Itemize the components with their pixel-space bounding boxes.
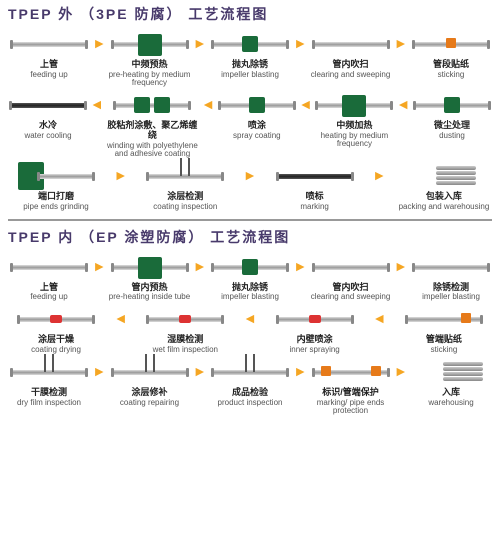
step-spray: 喷涂spray coating xyxy=(217,89,297,140)
step-packing: 包装入库packing and warehousing xyxy=(396,160,492,211)
arrow-icon: ► xyxy=(241,160,259,190)
step-winding: 胶粘剂涂敷、聚乙烯缠绕winding with polyethylene and… xyxy=(106,89,200,158)
title-1: TPEP 外 （3PE 防腐） 工艺流程图 xyxy=(8,4,492,24)
arrow-icon: ► xyxy=(392,356,410,386)
step-inner-spray: 内壁喷涂inner spraying xyxy=(267,303,363,354)
arrow-icon: ◄ xyxy=(297,89,315,119)
arrow-icon: ► xyxy=(112,160,130,190)
s1-row2: 水冷water cooling ◄ 胶粘剂涂敷、聚乙烯缠绕winding wit… xyxy=(8,89,492,158)
step-clear-2: 管内吹扫clearing and sweeping xyxy=(310,251,392,302)
arrow-icon: ◄ xyxy=(199,89,217,119)
arrow-icon: ► xyxy=(90,356,108,386)
arrow-icon: ◄ xyxy=(394,89,412,119)
step-sticking-2: 管端贴纸sticking xyxy=(396,303,492,354)
s2-row2: 涂层干燥coating drying ◄ 湿膜检测wet film inspec… xyxy=(8,303,492,354)
divider xyxy=(8,219,492,221)
step-product-insp: 成品检验product inspection xyxy=(209,356,291,407)
step-mark-protect: 标识/管端保护marking/ pipe ends protection xyxy=(310,356,392,415)
step-drying: 涂层干燥coating drying xyxy=(8,303,104,354)
step-blast-2: 抛丸除锈impeller blasting xyxy=(209,251,291,302)
s2-row3: 干膜检测dry film inspection ► 涂层修补coating re… xyxy=(8,356,492,415)
arrow-icon: ► xyxy=(191,28,209,58)
step-heating: 中频加热heating by medium frequency xyxy=(314,89,394,148)
step-coating-insp: 涂层检测coating inspection xyxy=(137,160,233,211)
arrow-icon: ► xyxy=(291,251,309,281)
arrow-icon: ◄ xyxy=(112,303,130,333)
step-feeding-up: 上管feeding up xyxy=(8,28,90,79)
step-blasting: 抛丸除锈impeller blasting xyxy=(209,28,291,79)
step-wetfilm: 湿膜检测wet film inspection xyxy=(137,303,233,354)
s1-row1: 上管feeding up ► 中频预热pre-heating by medium… xyxy=(8,28,492,87)
step-rust-insp: 除锈检测impeller blasting xyxy=(410,251,492,302)
section-2: TPEP 内 （EP 涂塑防腐） 工艺流程图 上管feeding up ► 管内… xyxy=(0,223,500,422)
arrow-icon: ◄ xyxy=(370,303,388,333)
s1-row3: 端口打磨pipe ends grinding ► 涂层检测coating ins… xyxy=(8,160,492,211)
arrow-icon: ► xyxy=(291,356,309,386)
arrow-icon: ► xyxy=(90,251,108,281)
arrow-icon: ► xyxy=(90,28,108,58)
step-warehouse: 入库warehousing xyxy=(410,356,492,407)
step-dryfilm: 干膜检测dry film inspection xyxy=(8,356,90,407)
step-feeding-up-2: 上管feeding up xyxy=(8,251,90,302)
step-preheating: 中频预热pre-heating by medium frequency xyxy=(109,28,191,87)
step-dusting: 微尘处理dusting xyxy=(412,89,492,140)
arrow-icon: ◄ xyxy=(88,89,106,119)
arrow-icon: ◄ xyxy=(241,303,259,333)
arrow-icon: ► xyxy=(392,28,410,58)
step-preheat-2: 管内预热pre-heating inside tube xyxy=(109,251,191,302)
step-cooling: 水冷water cooling xyxy=(8,89,88,140)
s2-row1: 上管feeding up ► 管内预热pre-heating inside tu… xyxy=(8,251,492,302)
arrow-icon: ► xyxy=(291,28,309,58)
step-sticking: 管段贴纸sticking xyxy=(410,28,492,79)
section-1: TPEP 外 （3PE 防腐） 工艺流程图 上管feeding up ► 中频预… xyxy=(0,0,500,217)
arrow-icon: ► xyxy=(392,251,410,281)
step-repair: 涂层修补coating repairing xyxy=(109,356,191,407)
title-2: TPEP 内 （EP 涂塑防腐） 工艺流程图 xyxy=(8,227,492,247)
step-marking: 喷标marking xyxy=(267,160,363,211)
step-grinding: 端口打磨pipe ends grinding xyxy=(8,160,104,211)
step-clearing: 管内吹扫clearing and sweeping xyxy=(310,28,392,79)
arrow-icon: ► xyxy=(191,251,209,281)
arrow-icon: ► xyxy=(370,160,388,190)
arrow-icon: ► xyxy=(191,356,209,386)
